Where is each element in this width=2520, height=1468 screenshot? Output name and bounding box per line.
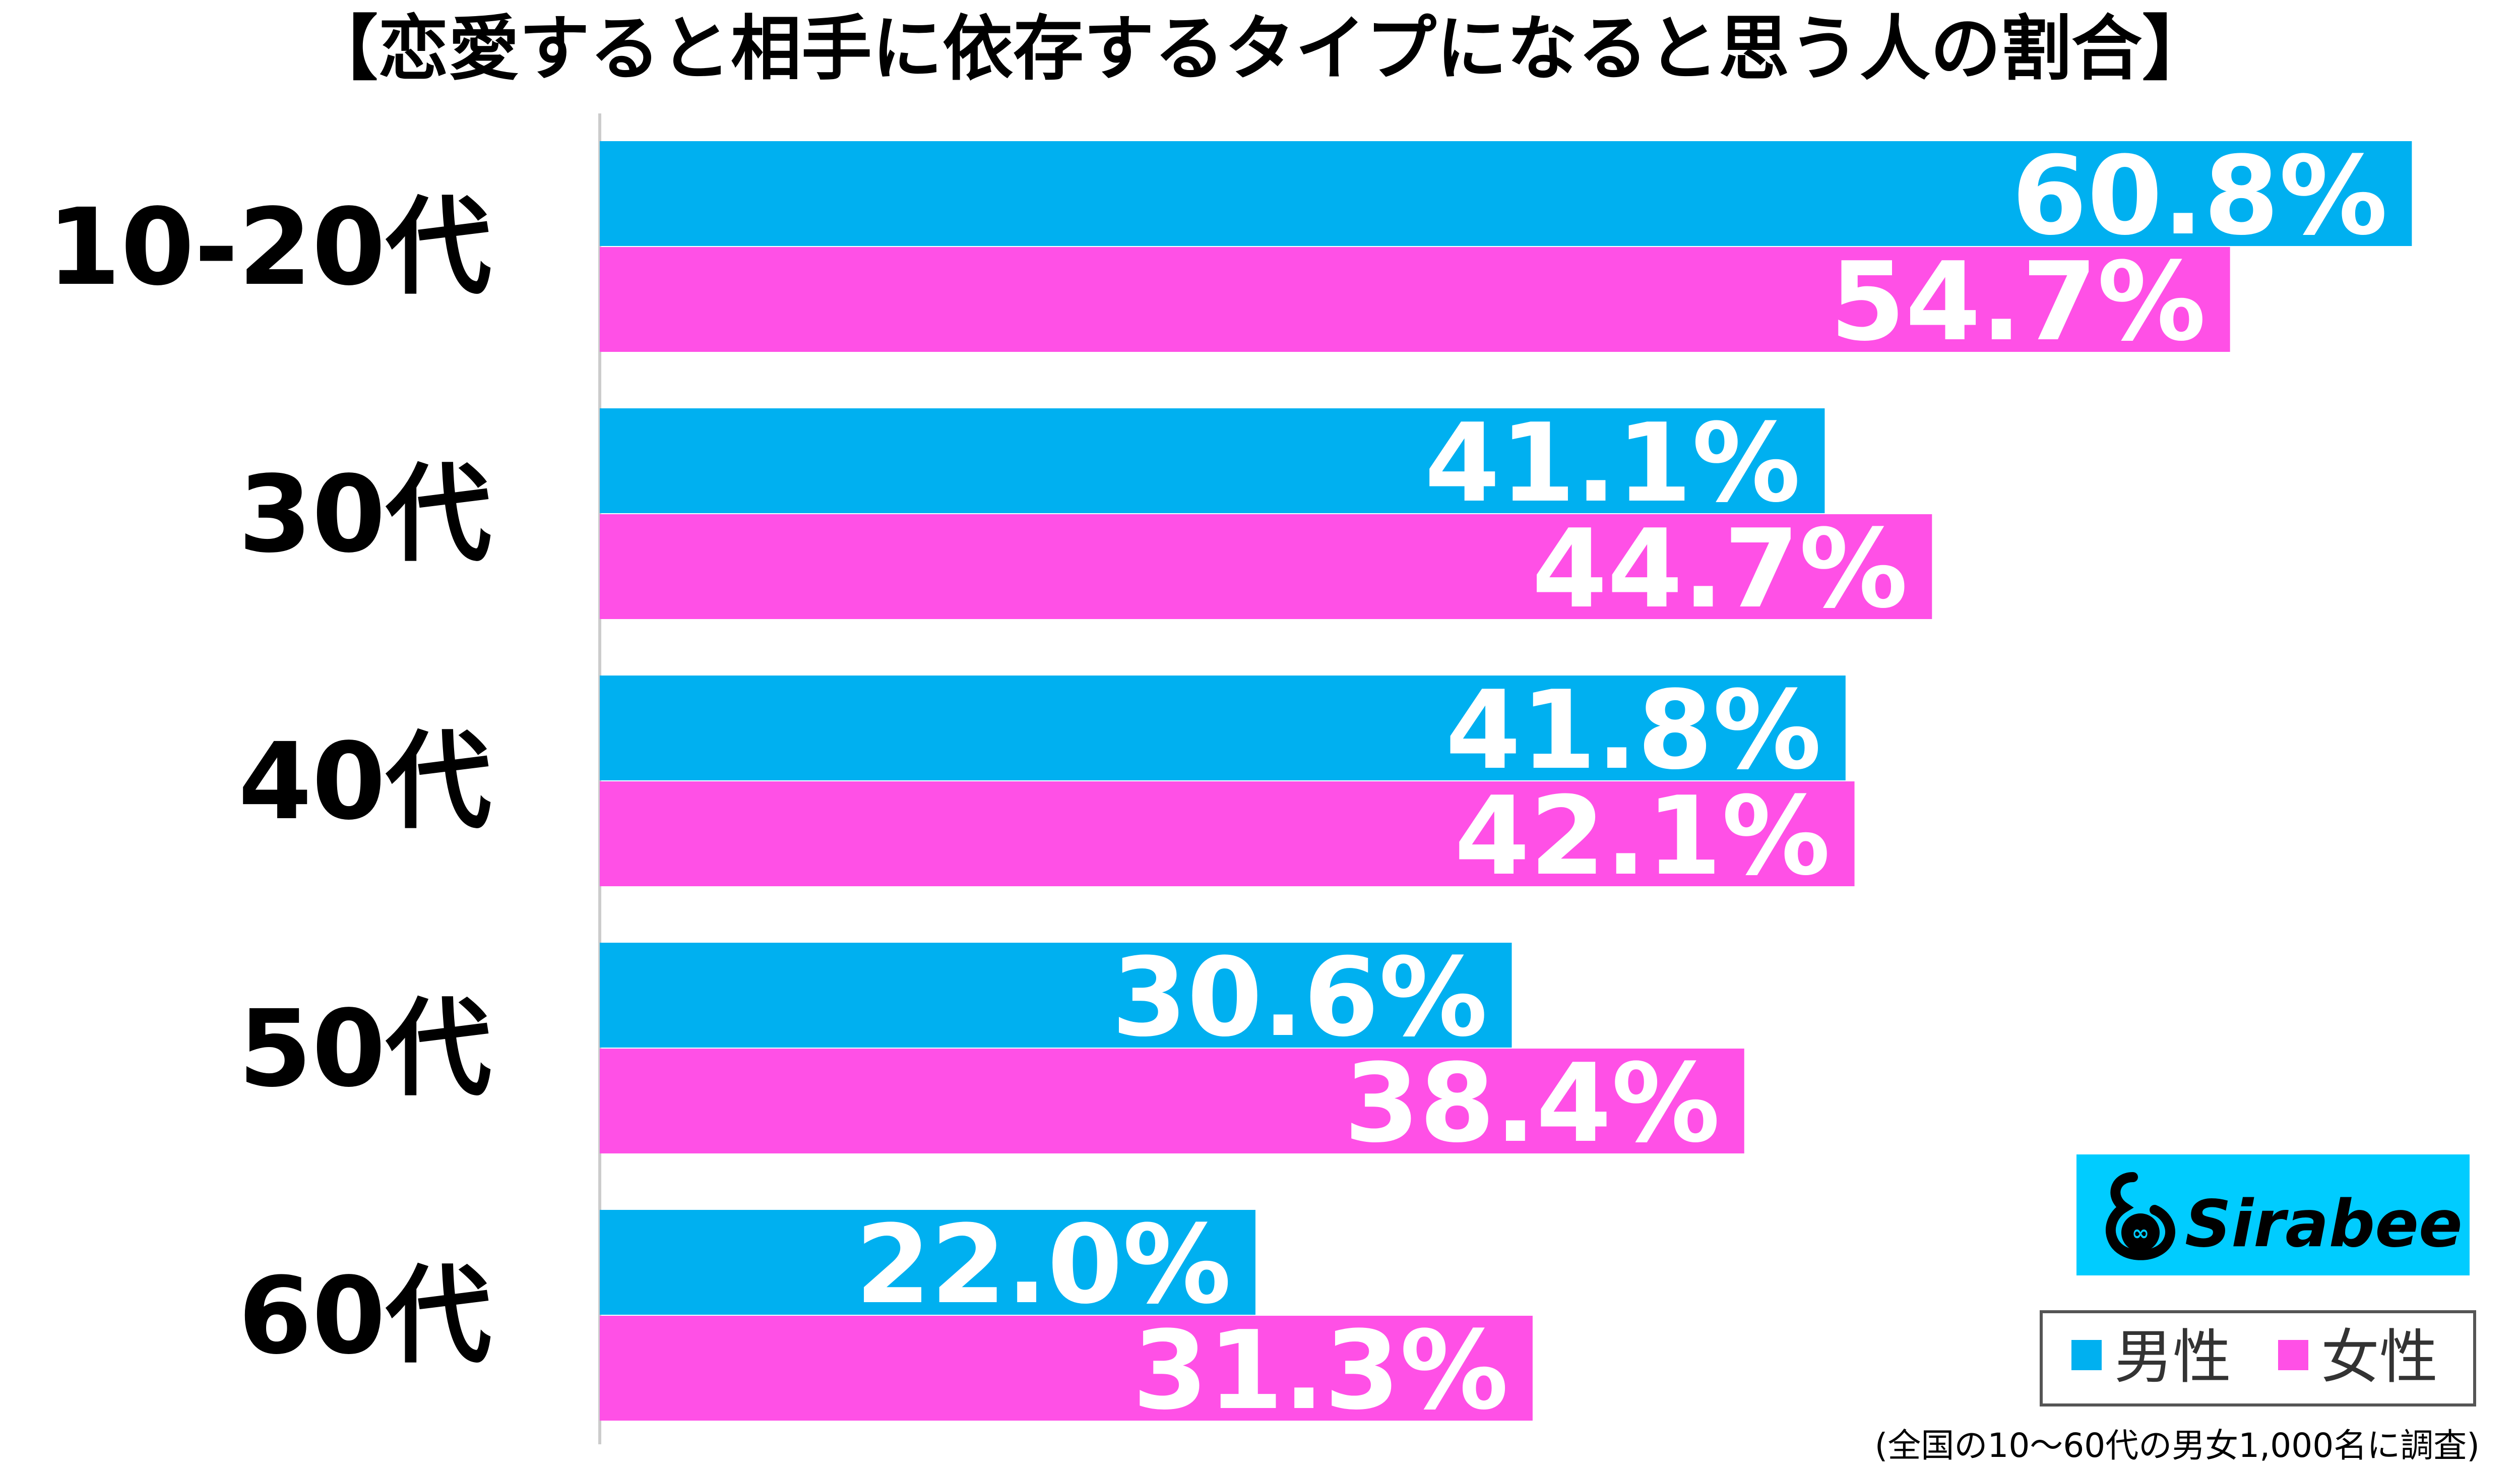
category-label: 50代 [238,987,491,1111]
legend: 男性 女性 [2040,1310,2476,1406]
logo-text: Sirabee [2185,1187,2463,1262]
bar-male [600,408,1825,513]
data-label-female: 42.1% [1455,773,1831,899]
bar-female [600,514,1932,619]
category-label: 30代 [238,453,491,576]
bar-female [600,1049,1744,1153]
legend-swatch-female [2278,1340,2308,1370]
data-label-male: 41.1% [1425,400,1801,526]
bar-female [600,247,2230,352]
data-labels: 60.8%54.7%41.1%44.7% 41.8%42.1% 30.6%38.4%… [855,133,2387,1434]
category-labels: 10-20代 30代 40代 50代 60代 [47,186,491,1378]
category-label: 10-20代 [47,186,491,309]
sirabee-logo: ∞ Sirabee [2076,1154,2470,1275]
legend-box [2040,1310,2476,1406]
bar-female [600,781,1855,886]
bar-male [600,676,1846,780]
bar-female [600,1316,1533,1421]
category-label: 60代 [238,1254,491,1378]
data-label-female: 54.7% [1830,238,2206,365]
data-label-female: 44.7% [1532,506,1908,632]
data-label-male: 30.6% [1112,934,1488,1061]
chart-title: 【恋愛すると相手に依存するタイプになると思う人の割合】 [307,8,2213,90]
legend-label-male: 男性 [2114,1323,2231,1391]
svg-text:∞: ∞ [2132,1220,2150,1245]
survey-note: (全国の10〜60代の男女1,000名に調査) [1875,1426,2480,1465]
legend-swatch-male [2071,1340,2102,1370]
bar-male [600,943,1512,1048]
bar-male [600,1210,1255,1315]
bar-male [600,141,2412,246]
data-label-male: 41.8% [1445,667,1821,793]
data-label-male: 22.0% [855,1201,1231,1328]
legend-label-female: 女性 [2321,1323,2438,1391]
category-label: 40代 [238,720,491,843]
data-label-male: 60.8% [2011,133,2387,259]
logo-mark-icon: ∞ [2105,1172,2175,1260]
bars-group [600,141,2412,1421]
data-label-female: 38.4% [1344,1040,1720,1167]
data-label-female: 31.3% [1132,1307,1508,1434]
